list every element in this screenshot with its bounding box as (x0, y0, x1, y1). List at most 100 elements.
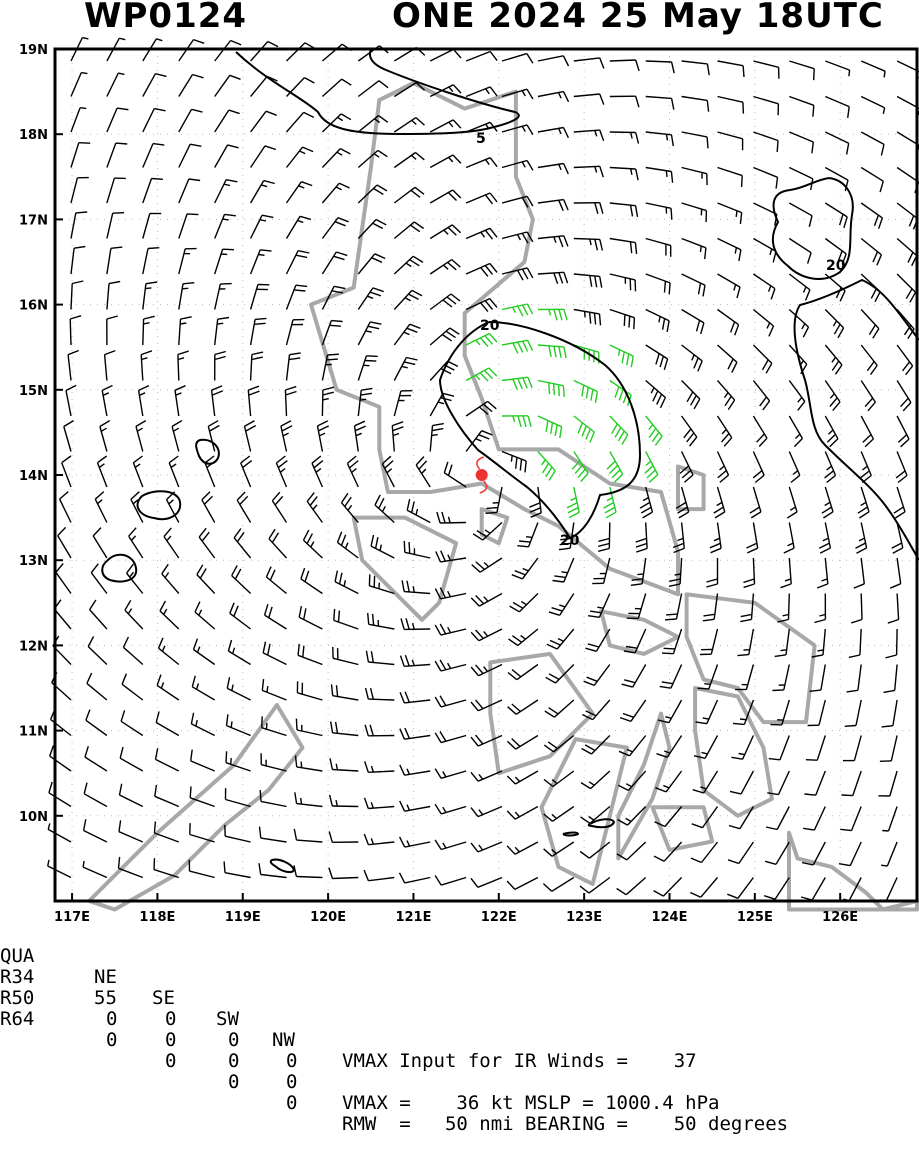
wind-barb (191, 713, 214, 736)
wind-barb (845, 700, 862, 726)
contour-label-20-ne: 20 (826, 258, 846, 274)
wind-barb (825, 132, 848, 155)
wind-barb (237, 492, 250, 523)
wind-barb (655, 807, 682, 827)
lat-label: 17N (19, 213, 48, 228)
wind-barb (136, 421, 146, 452)
wind-barb (538, 92, 569, 102)
wind-barb (718, 168, 743, 188)
wind-barb (861, 239, 881, 266)
wind-barb (88, 637, 107, 665)
wind-barb (120, 747, 143, 771)
wind-barb (789, 132, 813, 153)
wind-barb (682, 345, 703, 371)
wind-barb (329, 868, 358, 879)
wind-barb (215, 41, 242, 62)
wind-barb (358, 254, 385, 274)
wind-barb (682, 168, 708, 186)
wind-barb (394, 187, 424, 203)
wind-barb (322, 79, 351, 96)
wind-barb (143, 179, 163, 204)
wind-barb (56, 564, 71, 594)
coastline-segment (789, 833, 917, 910)
wind-barb (502, 416, 531, 427)
lat-label: 14N (19, 469, 48, 484)
wind-barb (808, 700, 826, 726)
wind-barb (251, 215, 274, 238)
wind-barb (753, 310, 773, 337)
wind-barb (400, 728, 430, 739)
wind-barb (169, 456, 179, 487)
wind-barb (507, 736, 538, 750)
wind-barb (825, 452, 836, 483)
wind-barb (849, 629, 861, 657)
wind-barb (294, 865, 323, 877)
wind-barb (143, 144, 165, 168)
wind-barb (819, 523, 830, 554)
lat-label: 15N (19, 384, 48, 399)
wind-barb (179, 214, 199, 239)
wind-barb (224, 861, 251, 877)
wind-barb (322, 387, 334, 416)
r50-nw: 0 (286, 1072, 297, 1093)
wind-barb (690, 878, 717, 898)
wind-barb (718, 61, 745, 77)
wind-barb (48, 860, 71, 878)
wind-barb (394, 118, 424, 132)
wind-barb (107, 73, 125, 96)
wind-barb (825, 203, 847, 228)
wind-barb (502, 452, 526, 473)
wind-barb (581, 771, 610, 789)
wind-barb (318, 421, 329, 452)
wind-barb (646, 310, 669, 332)
wind-barb (129, 528, 143, 558)
wind-barb (881, 842, 897, 866)
wind-barb (394, 256, 423, 274)
wind-barb (322, 252, 347, 274)
r34-sw: 0 (228, 1030, 239, 1051)
wind-barb (718, 274, 741, 298)
wind-barb (329, 831, 358, 842)
wind-barb (466, 158, 497, 168)
wind-barb (753, 168, 777, 189)
wind-barb (646, 168, 673, 183)
wind-barb (825, 381, 840, 411)
wind-barb (335, 571, 358, 594)
wind-barb (366, 688, 395, 700)
wind-barb (304, 530, 323, 558)
wind-barb (538, 381, 564, 398)
wind-barb (285, 387, 296, 416)
wind-barb (272, 492, 286, 522)
wind-barb (610, 345, 634, 367)
wind-barb (574, 166, 604, 177)
wind-barb (366, 651, 394, 665)
wind-barb (882, 807, 897, 832)
wind-barb (861, 381, 875, 411)
wind-barb (897, 239, 917, 266)
wind-barb (215, 318, 229, 346)
wind-barb (471, 594, 502, 607)
wind-barb (392, 422, 403, 452)
wind-barb (358, 322, 381, 345)
wind-barb (897, 203, 918, 229)
r50-sw: 0 (228, 1051, 239, 1072)
wind-barb (266, 567, 286, 594)
wind-barb (87, 673, 107, 700)
wind-barb (766, 807, 789, 830)
wind-barb (646, 274, 670, 294)
wind-barb (607, 452, 623, 483)
wind-barb (102, 386, 112, 417)
wind-barb (91, 564, 107, 594)
wind-barb (215, 214, 236, 238)
wind-barb (574, 310, 601, 326)
wind-barb (294, 829, 322, 842)
wind-barb (517, 523, 538, 547)
wind-barb (143, 248, 160, 274)
wind-barb (538, 452, 555, 481)
wind-barb (584, 665, 610, 686)
wind-barb (430, 190, 461, 203)
wind-barb (775, 629, 790, 656)
wind-barb (610, 203, 638, 217)
wind-barb (706, 558, 717, 587)
wind-barb (803, 807, 825, 831)
